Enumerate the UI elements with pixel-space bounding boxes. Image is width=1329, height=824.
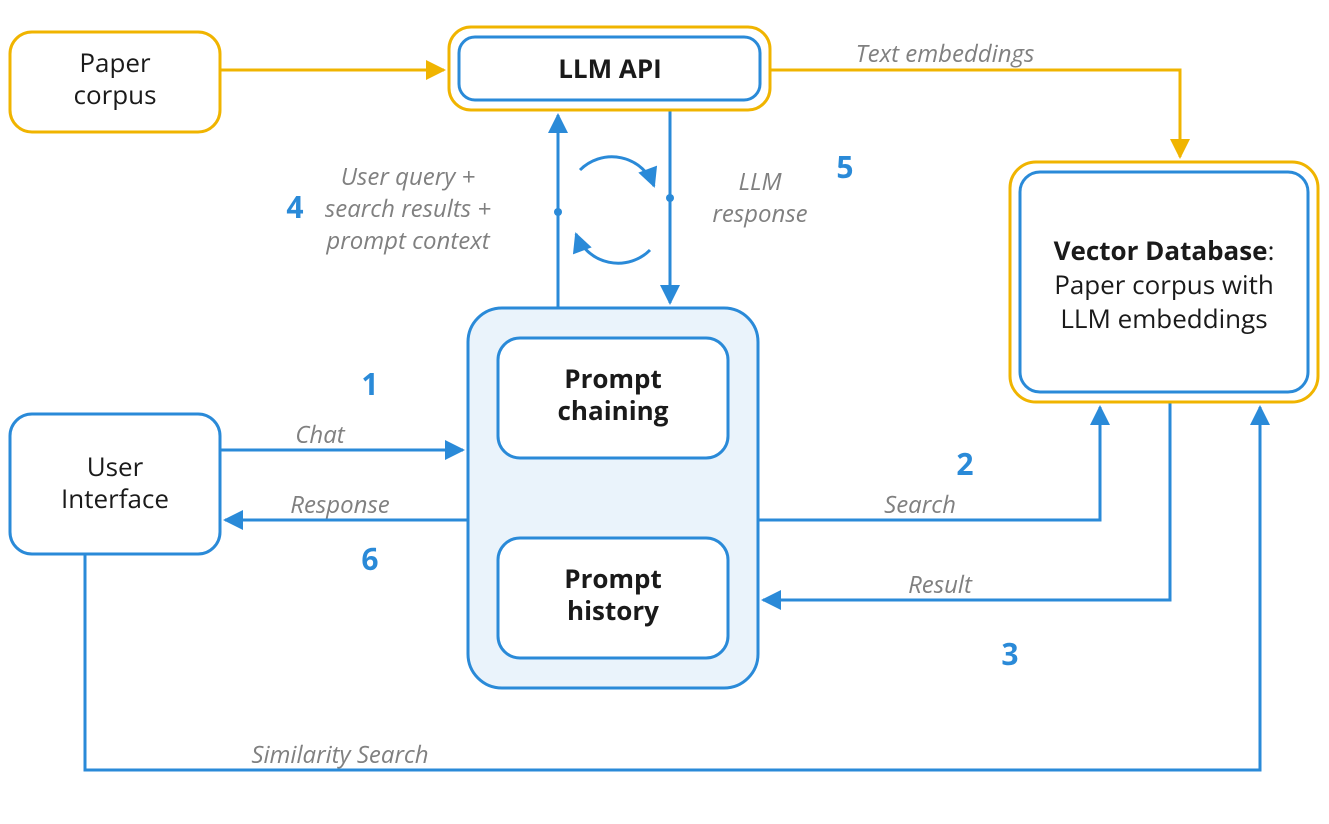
edge-label-similarity: Similarity Search — [251, 738, 428, 771]
user-interface-label-2: Interface — [61, 480, 169, 516]
step-6: 6 — [361, 538, 378, 579]
edge-label-llmresp-2: response — [712, 197, 807, 230]
prompt-chaining-label-1: Prompt — [564, 360, 662, 396]
prompt-history-label-1: Prompt — [564, 560, 662, 596]
llm-api-label: LLM API — [558, 50, 662, 86]
step-1: 1 — [361, 363, 378, 404]
vector-db-label-2: Paper corpus with — [1054, 266, 1274, 302]
paper-corpus-label-1: Paper — [79, 44, 151, 80]
architecture-diagram: Text embeddings Chat Response User query… — [0, 0, 1329, 824]
prompt-history-label-2: history — [567, 592, 659, 628]
paper-corpus-label-2: corpus — [74, 76, 157, 112]
edge-label-response: Response — [290, 488, 390, 521]
edge-llm-to-vector — [770, 70, 1180, 157]
step-2: 2 — [956, 443, 973, 484]
edge-label-userquery-2: search results + — [325, 192, 491, 225]
edge-label-llmresp-1: LLM — [738, 165, 782, 198]
edge-label-result: Result — [908, 568, 973, 601]
user-interface-label-1: User — [87, 448, 144, 484]
edge-label-userquery-1: User query + — [341, 160, 475, 193]
vector-db-label-3: LLM embeddings — [1060, 300, 1267, 336]
vector-db-label-1: Vector Database: — [1054, 232, 1275, 268]
step-5: 5 — [836, 146, 853, 187]
edge-label-search: Search — [884, 488, 956, 521]
loop-arrow-bottom — [576, 234, 650, 263]
step-4: 4 — [286, 186, 303, 227]
edge-dot-down — [666, 194, 674, 202]
step-3: 3 — [1001, 633, 1018, 674]
edge-dot-up — [554, 208, 562, 216]
loop-arrow-top — [580, 157, 654, 186]
prompt-chaining-label-2: chaining — [558, 392, 669, 428]
edge-label-text-embeddings: Text embeddings — [856, 37, 1035, 70]
edge-label-chat: Chat — [295, 418, 346, 451]
edge-label-userquery-3: prompt context — [325, 224, 490, 257]
